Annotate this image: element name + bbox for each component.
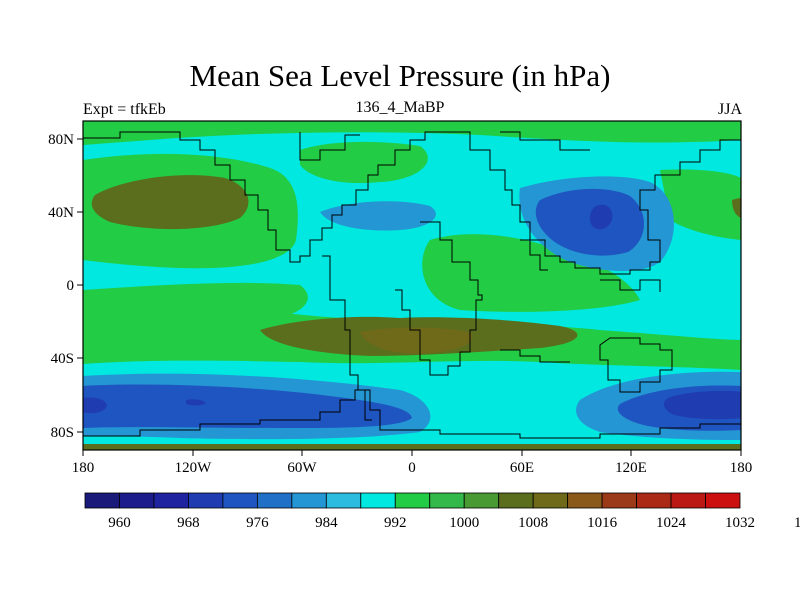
- colorbar-swatch: [463, 492, 500, 509]
- colorbar-label: 960: [108, 515, 131, 531]
- field-green-east: [660, 169, 741, 240]
- field-green-africa: [422, 234, 640, 312]
- colorbar-labels: 960 968 976 984 992 1000 1008 1016 1024 1032 1040: [108, 515, 800, 531]
- field-high-north-atlantic: [732, 198, 741, 218]
- field-green-arctic: [83, 121, 741, 145]
- lat-tick-label: 0: [67, 278, 75, 294]
- colorbar-swatch: [636, 492, 672, 509]
- colorbar-swatch: [360, 492, 396, 509]
- coast-antarctica: [83, 389, 741, 439]
- lon-tick-label: 180: [730, 460, 753, 476]
- colorbar: [84, 492, 741, 509]
- colorbar-label: 1000: [449, 515, 479, 531]
- coast-se-asia: [600, 279, 661, 292]
- field-high-south-core: [360, 327, 473, 354]
- colorbar-swatch: [498, 492, 534, 509]
- pressure-field: [83, 121, 741, 450]
- coast-arctic-islands: [500, 131, 590, 151]
- colorbar-swatch: [188, 492, 224, 509]
- colorbar-label: 984: [315, 515, 338, 531]
- colorbar-swatch: [670, 492, 706, 509]
- lon-tick-label: 60W: [287, 460, 317, 476]
- field-low-core-west: [83, 397, 107, 414]
- field-green-atlantic: [300, 141, 428, 184]
- colorbar-swatch: [325, 492, 362, 509]
- coast-africa-south: [500, 349, 570, 363]
- coast-india: [520, 239, 548, 271]
- lon-tick-label: 120W: [175, 460, 213, 476]
- colorbar-swatch: [84, 492, 120, 509]
- colorbar-label: 976: [246, 515, 269, 531]
- colorbar-swatch: [153, 492, 189, 509]
- colorbar-label: 1032: [725, 515, 755, 531]
- coast-australia: [599, 337, 673, 393]
- lon-tick-label: 0: [408, 460, 416, 476]
- lat-tick-label: 40S: [51, 351, 74, 367]
- colorbar-swatch: [394, 492, 431, 509]
- colorbar-swatch: [601, 492, 637, 509]
- lat-tick-label: 80S: [51, 425, 74, 441]
- field-low-asia-center: [589, 204, 613, 230]
- age-label: 136_4_MaBP: [355, 99, 445, 116]
- colorbar-swatch: [567, 492, 603, 509]
- coastlines: [83, 131, 741, 439]
- chart-title: Mean Sea Level Pressure (in hPa): [189, 58, 611, 93]
- colorbar-swatch: [705, 492, 741, 509]
- colorbar-label: 1008: [518, 515, 548, 531]
- colorbar-label: 1024: [656, 515, 687, 531]
- field-antarctic-high: [83, 444, 741, 450]
- axis-ticks: [77, 138, 742, 456]
- coast-north-america: [83, 131, 440, 263]
- colorbar-swatch: [222, 492, 258, 509]
- colorbar-swatch: [532, 492, 569, 509]
- lat-tick-label: 80N: [48, 132, 74, 148]
- coast-south-america: [322, 255, 372, 421]
- coast-eurasia: [440, 131, 741, 275]
- colorbar-swatch: [429, 492, 465, 509]
- coast-africa-west: [395, 221, 483, 376]
- season-label: JJA: [717, 101, 742, 118]
- field-low-southern-ocean-deep: [83, 384, 412, 428]
- field-low-north-atlantic: [320, 201, 436, 231]
- field-green-pacific-tropics: [83, 282, 308, 320]
- colorbar-label: 992: [384, 515, 407, 531]
- colorbar-swatch: [256, 492, 293, 509]
- field-low-southern-ocean-core: [663, 390, 741, 420]
- lon-tick-label: 120E: [615, 460, 647, 476]
- colorbar-swatch: [119, 492, 155, 509]
- colorbar-label: 1040: [794, 515, 800, 531]
- colorbar-label: 1016: [587, 515, 618, 531]
- field-low-core-central: [186, 399, 206, 406]
- colorbar-label: 968: [177, 515, 200, 531]
- field-high-north-pacific: [91, 175, 249, 230]
- field-low-asia-core: [535, 188, 645, 256]
- lon-tick-label: 180: [72, 460, 95, 476]
- lon-tick-label: 60E: [510, 460, 534, 476]
- lat-tick-label: 40N: [48, 205, 74, 221]
- coast-greenland: [299, 132, 360, 161]
- colorbar-swatch: [291, 492, 327, 509]
- experiment-label: Expt = tfkEb: [83, 101, 166, 118]
